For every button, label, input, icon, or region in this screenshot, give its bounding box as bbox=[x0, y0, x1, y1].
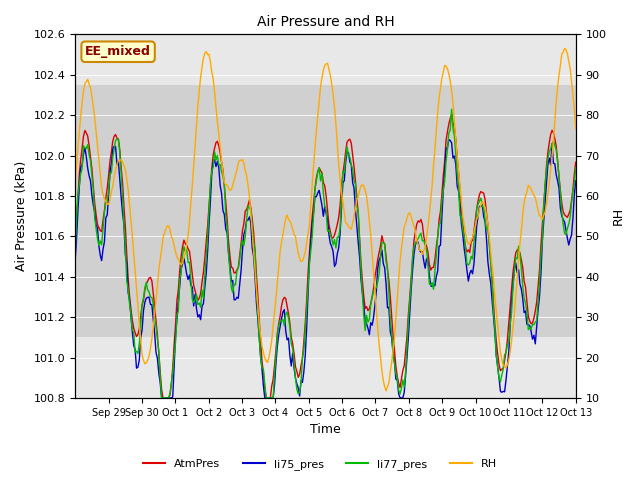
Y-axis label: RH: RH bbox=[612, 207, 625, 225]
X-axis label: Time: Time bbox=[310, 423, 341, 436]
Text: EE_mixed: EE_mixed bbox=[85, 45, 151, 58]
Title: Air Pressure and RH: Air Pressure and RH bbox=[257, 15, 394, 29]
Bar bbox=[75, 85, 576, 337]
Legend: AtmPres, li75_pres, li77_pres, RH: AtmPres, li75_pres, li77_pres, RH bbox=[139, 455, 501, 474]
Y-axis label: Air Pressure (kPa): Air Pressure (kPa) bbox=[15, 161, 28, 271]
